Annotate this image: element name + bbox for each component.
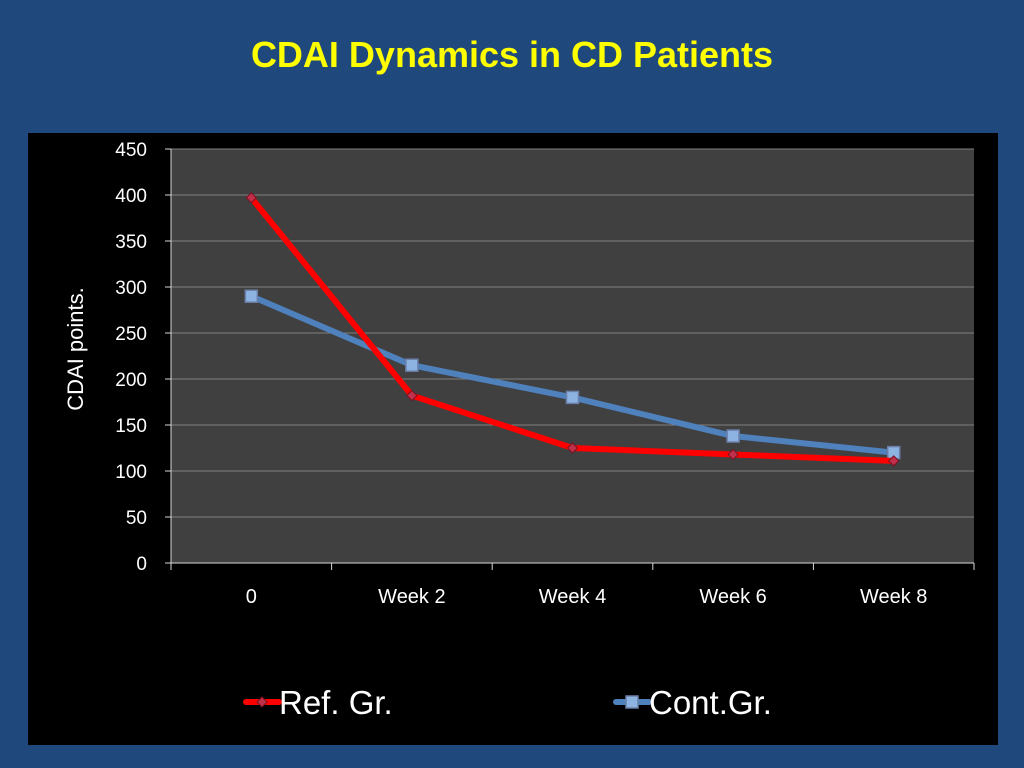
data-point	[727, 448, 739, 461]
data-point	[565, 390, 580, 405]
plot-area	[171, 149, 974, 563]
y-tick-label: 200	[115, 370, 147, 391]
data-point	[245, 192, 258, 204]
x-tick-label: Week 2	[378, 586, 445, 608]
y-tick-label: 100	[115, 462, 147, 483]
data-point	[566, 442, 579, 454]
y-tick-label: 250	[115, 324, 147, 345]
series-cont	[244, 289, 901, 460]
y-tick-label: 450	[115, 140, 147, 161]
cdai-line-chart: 0 50 100 150 200 250 300 350 400 450 0 Week 2 Week …	[63, 140, 975, 721]
series-ref	[245, 192, 900, 467]
data-point	[406, 389, 418, 402]
y-tick-label: 150	[115, 416, 147, 437]
y-tick-label: 50	[126, 508, 147, 529]
grid-lines	[171, 148, 974, 518]
y-tick-label: 300	[115, 278, 147, 299]
data-point	[887, 455, 900, 467]
legend-item: Ref. Gr.	[243, 684, 393, 721]
x-axis-ticks: 0 Week 2 Week 4 Week 6 Week 8	[170, 563, 975, 608]
x-tick-label: Week 6	[699, 586, 766, 608]
x-tick-label: 0	[246, 586, 257, 608]
series-layer	[244, 192, 901, 467]
y-axis-ticks: 0 50 100 150 200 250 300 350 400 450	[115, 140, 171, 575]
y-tick-label: 400	[115, 186, 147, 207]
slide-title: CDAI Dynamics in CD Patients	[250, 34, 774, 75]
y-tick-label: 350	[115, 232, 147, 253]
data-point	[405, 358, 419, 372]
legend-item: Cont.Gr.	[613, 684, 772, 721]
x-tick-label: Week 8	[860, 586, 927, 608]
data-point	[726, 429, 740, 443]
legend: Ref. Gr. Cont.Gr.	[243, 684, 772, 721]
axes	[170, 149, 974, 564]
legend-label: Ref. Gr.	[279, 684, 393, 721]
legend-swatch-marker	[625, 695, 639, 709]
data-point	[244, 289, 259, 303]
y-tick-label: 0	[136, 554, 147, 575]
legend-swatch-marker	[256, 696, 268, 708]
chart-panel: 0 50 100 150 200 250 300 350 400 450 0 Week 2 Week …	[28, 133, 998, 745]
x-tick-label: Week 4	[539, 586, 606, 608]
legend-label: Cont.Gr.	[649, 684, 772, 721]
y-axis-title: CDAI points.	[63, 287, 88, 411]
